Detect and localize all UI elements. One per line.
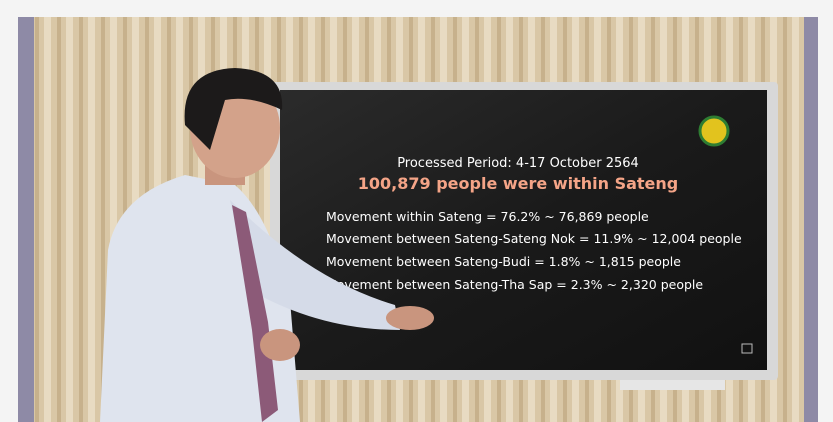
headline: 100,879 people were within Sateng: [358, 174, 678, 193]
screen: [280, 90, 767, 370]
right-edge: [804, 17, 818, 422]
movement-line: Movement between Sateng-Sateng Nok = 11.…: [326, 231, 742, 246]
page: Processed Period: 4-17 October 2564 100,…: [0, 0, 833, 422]
screen-stand: [620, 380, 725, 390]
logo: [700, 117, 728, 145]
movement-line: Movement between Sateng-Budi = 1.8% ~ 1,…: [326, 254, 681, 269]
scene: Processed Period: 4-17 October 2564 100,…: [0, 0, 833, 422]
movement-line: Movement between Sateng-Tha Sap = 2.3% ~…: [326, 277, 703, 292]
period: Processed Period: 4-17 October 2564: [397, 156, 639, 171]
left-edge: [18, 17, 34, 422]
movement-line: Movement within Sateng = 76.2% ~ 76,869 …: [326, 209, 649, 224]
